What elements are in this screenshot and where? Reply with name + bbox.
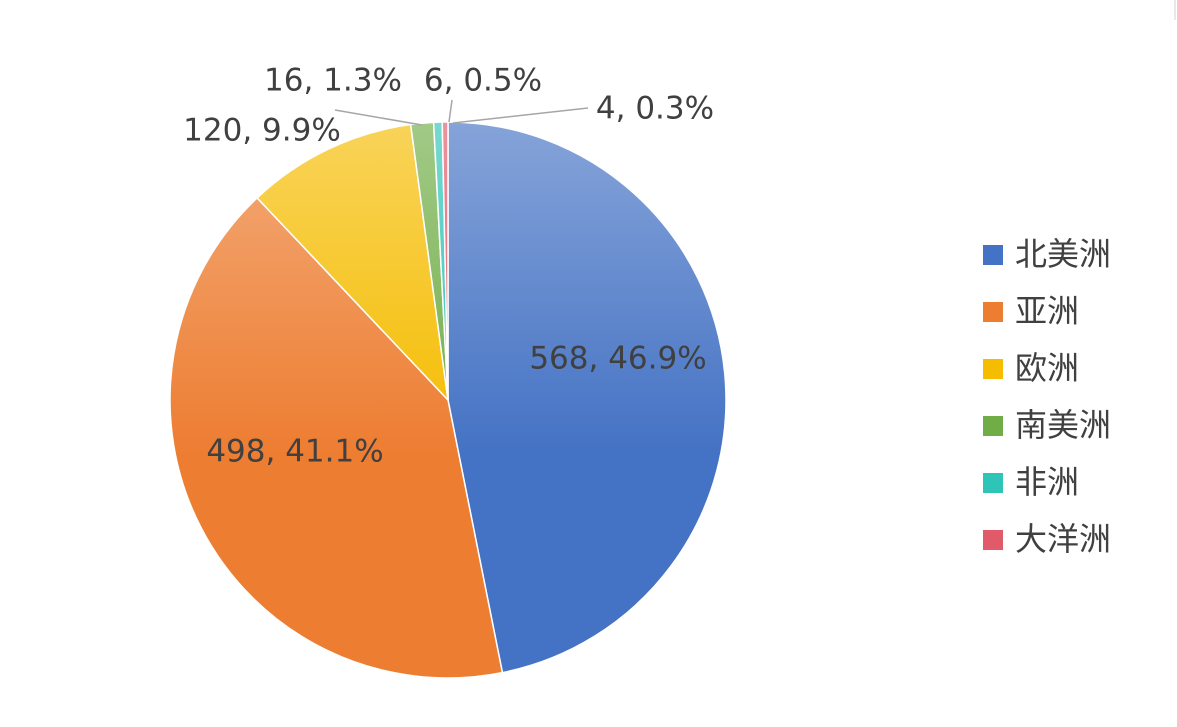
legend-swatch xyxy=(983,359,1003,379)
data-label: 16, 1.3% xyxy=(264,63,402,99)
leader-line xyxy=(334,109,423,126)
data-label: 120, 9.9% xyxy=(183,113,341,149)
data-label: 6, 0.5% xyxy=(424,63,542,99)
legend-swatch xyxy=(983,473,1003,493)
legend-swatch xyxy=(983,416,1003,436)
data-label: 498, 41.1% xyxy=(206,434,383,470)
legend-label: 非洲 xyxy=(1015,463,1079,501)
data-label: 568, 46.9% xyxy=(529,341,706,377)
legend-label: 北美洲 xyxy=(1015,235,1111,273)
legend-swatch xyxy=(983,530,1003,550)
pie-slice xyxy=(447,121,727,674)
legend-label: 大洋洲 xyxy=(1015,520,1111,558)
data-label: 4, 0.3% xyxy=(596,91,714,127)
legend-label: 欧洲 xyxy=(1015,349,1079,387)
leader-line xyxy=(452,107,589,124)
leader-line xyxy=(448,99,453,123)
legend-label: 南美洲 xyxy=(1015,406,1111,444)
legend-swatch xyxy=(983,245,1003,265)
legend-label: 亚洲 xyxy=(1015,292,1079,330)
legend-swatch xyxy=(983,302,1003,322)
